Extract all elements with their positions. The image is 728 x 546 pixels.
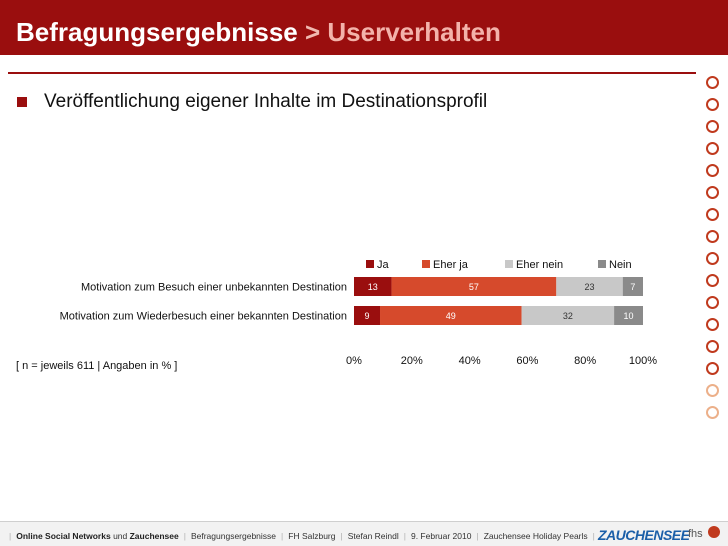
zauchensee-logo: ZAUCHENSEE	[598, 527, 690, 543]
bullet-square-icon	[17, 97, 27, 107]
fhs-logo: fhs	[688, 528, 703, 540]
category-label: Motivation zum Wiederbesuch einer bekann…	[60, 311, 347, 323]
data-label: 23	[585, 282, 595, 292]
side-dot-icon	[706, 142, 719, 155]
data-label: 57	[469, 282, 479, 292]
data-label: 13	[368, 282, 378, 292]
title-accent: Userverhalten	[327, 17, 501, 47]
bar-segment	[354, 306, 381, 325]
bar-segment	[380, 306, 522, 325]
side-dot-icon	[706, 362, 719, 375]
stacked-bar-chart: Ja Eher ja Eher nein Nein Motivation zum Bes…	[60, 259, 658, 367]
footer-separator: |	[476, 531, 479, 541]
footer-item: Online Social Networks und Zauchensee	[16, 531, 179, 541]
side-dot-icon	[706, 164, 719, 177]
bullet-text: Veröffentlichung eigener Inhalte im Dest…	[44, 91, 488, 112]
data-label: 7	[630, 282, 635, 292]
legend-label: Nein	[609, 259, 632, 271]
x-tick-label: 0%	[346, 355, 362, 367]
side-dot-icon	[706, 252, 719, 265]
legend-label: Ja	[377, 259, 390, 271]
side-dot-icon	[706, 340, 719, 353]
footer-item: FH Salzburg	[288, 531, 336, 541]
side-dot-icon	[706, 98, 719, 111]
side-dot-icon	[706, 76, 719, 89]
header-rule	[8, 72, 696, 74]
side-dot-icon	[706, 274, 719, 287]
page-title: Befragungsergebnisse > Userverhalten	[16, 17, 501, 48]
x-tick-label: 100%	[629, 355, 657, 367]
legend-swatch	[505, 260, 513, 268]
legend-swatch	[598, 260, 606, 268]
data-label: 9	[364, 311, 369, 321]
side-dot-icon	[706, 230, 719, 243]
title-separator: >	[304, 17, 321, 47]
side-dot-icon	[706, 120, 719, 133]
x-tick-label: 80%	[574, 355, 596, 367]
corner-dot-icon	[708, 526, 720, 538]
title-bar: Befragungsergebnisse > Userverhalten	[0, 0, 728, 55]
footer-separator: |	[183, 531, 186, 541]
legend-swatch	[422, 260, 430, 268]
footer-item: Befragungsergebnisse	[190, 531, 277, 541]
legend-swatch	[366, 260, 374, 268]
data-label: 10	[624, 311, 634, 321]
footer-separator: |	[281, 531, 284, 541]
title-main: Befragungsergebnisse	[16, 17, 298, 47]
data-label: 49	[446, 311, 456, 321]
bar-segment	[556, 277, 623, 296]
x-tick-label: 60%	[516, 355, 538, 367]
footer-separator: |	[592, 531, 595, 541]
data-label: 32	[563, 311, 573, 321]
footer: | Online Social Networks und Zauchensee | B…	[0, 521, 728, 546]
legend-label: Eher nein	[516, 259, 563, 271]
footer-separator: |	[340, 531, 343, 541]
side-dot-icon	[706, 208, 719, 221]
bar-segment	[614, 306, 643, 325]
side-dot-icon	[706, 406, 719, 419]
category-label: Motivation zum Besuch einer unbekannten …	[81, 282, 347, 294]
side-dot-icon	[706, 318, 719, 331]
side-dot-icon	[706, 186, 719, 199]
side-dot-icon	[706, 384, 719, 397]
footer-item: Zauchensee Holiday Pearls	[483, 531, 588, 541]
bar-segment	[391, 277, 557, 296]
x-tick-label: 40%	[459, 355, 481, 367]
side-dot-icon	[706, 296, 719, 309]
bar-segment	[354, 277, 392, 296]
x-tick-label: 20%	[401, 355, 423, 367]
bar-segment	[521, 306, 615, 325]
footer-separator: |	[403, 531, 406, 541]
sample-note: [ n = jeweils 611 | Angaben in % ]	[16, 360, 178, 372]
bar-segment	[622, 277, 643, 296]
footer-item: 9. Februar 2010	[410, 531, 472, 541]
footer-item: Stefan Reindl	[347, 531, 399, 541]
legend-label: Eher ja	[433, 259, 469, 271]
footer-items: | Online Social Networks und Zauchensee | B…	[4, 531, 600, 541]
footer-separator: |	[9, 531, 12, 541]
